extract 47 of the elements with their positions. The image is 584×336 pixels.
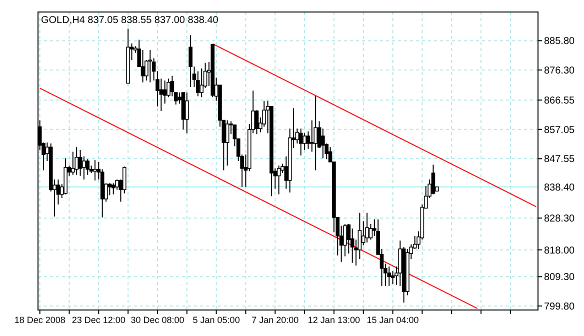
y-tick-label: 885.80: [544, 36, 576, 48]
x-tick-label: 12 Jan 13:00: [308, 315, 360, 325]
candlestick: [86, 158, 90, 176]
candlestick: [115, 179, 119, 190]
candlestick: [140, 49, 145, 83]
x-tick-label: 7 Jan 20:00: [252, 315, 299, 325]
candlestick: [276, 165, 281, 195]
candlestick: [184, 92, 189, 134]
candlestick: [314, 96, 318, 171]
candlestick: [431, 164, 436, 195]
x-tick-label: 30 Dec 08:00: [130, 315, 184, 325]
y-tick-label: 847.55: [544, 154, 576, 166]
x-tick-label: 5 Jan 05:00: [192, 315, 240, 325]
candlestick: [368, 223, 373, 240]
candlestick: [108, 182, 112, 196]
chart-title: GOLD,H4 837.05 838.55 837.00 838.40: [41, 15, 219, 26]
candlestick: [78, 149, 82, 176]
candlestick: [254, 110, 259, 135]
candlestick: [310, 120, 314, 152]
y-tick-label: 828.30: [544, 214, 576, 225]
candlestick: [74, 146, 79, 176]
y-tick-label: 866.55: [544, 96, 576, 107]
ref-line-label: 838.40: [544, 182, 576, 194]
candlestick: [93, 160, 97, 181]
y-tick-label: 809.30: [544, 272, 576, 284]
candlestick: [387, 266, 392, 286]
x-tick-label: 23 Dec 12:00: [72, 315, 126, 325]
x-tick-label: 18 Dec 2008: [14, 315, 66, 325]
y-tick-label: 876.30: [544, 65, 576, 76]
candlestick: [188, 34, 192, 88]
candlestick: [302, 132, 306, 150]
candlestick: [82, 156, 86, 180]
candlestick: [298, 128, 303, 156]
candlestick: [365, 212, 369, 243]
candlestick: [225, 120, 230, 166]
candlestick: [170, 75, 174, 97]
x-tick-label: 15 Jan 04:00: [366, 315, 419, 325]
candlestick: [111, 182, 116, 195]
candlestick: [148, 49, 152, 83]
candlestick: [71, 151, 75, 176]
y-tick-label: 857.05: [544, 124, 576, 136]
candlestick: [350, 228, 354, 264]
y-tick-label: 818.00: [544, 245, 576, 256]
candlestick: [390, 270, 395, 285]
y-tick-label: 799.80: [544, 301, 576, 312]
candlestick: [321, 128, 325, 159]
candlestick: [196, 70, 200, 97]
